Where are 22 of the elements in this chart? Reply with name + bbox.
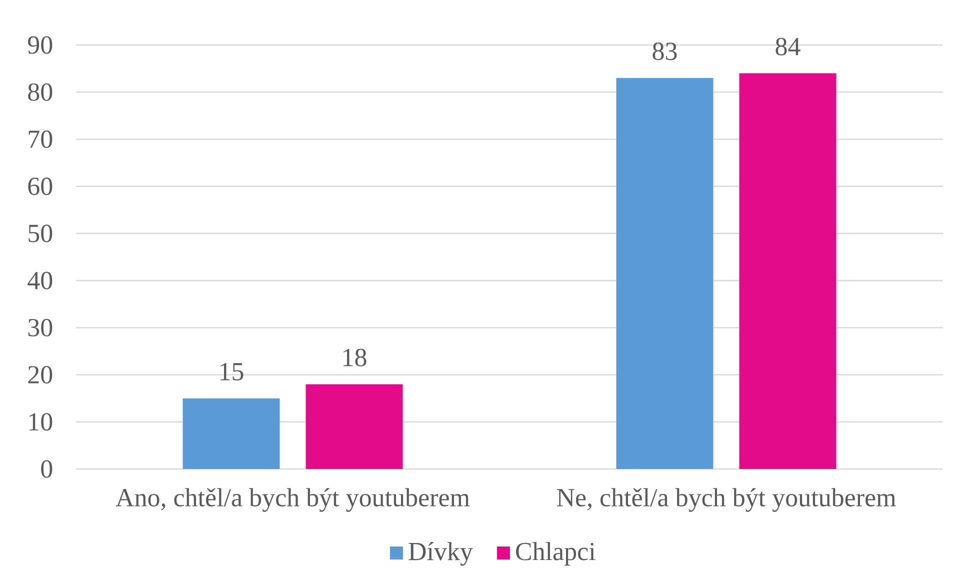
y-tick-label: 80 — [28, 83, 52, 101]
y-tick-label: 90 — [28, 36, 52, 54]
bar — [616, 78, 714, 469]
y-tick-label: 70 — [28, 130, 52, 148]
data-label: 84 — [776, 38, 800, 56]
legend-label: Chlapci — [516, 542, 596, 566]
data-label: 83 — [652, 42, 677, 60]
y-tick-label: 50 — [28, 224, 52, 242]
y-tick-label: 60 — [28, 178, 52, 196]
legend-label: Dívky — [408, 542, 473, 566]
y-tick-label: 40 — [28, 272, 52, 290]
x-tick-label: Ano, chtěl/a bych být youtuberem — [116, 488, 470, 512]
y-tick-label: 0 — [41, 460, 52, 478]
x-tick-label: Ne, chtěl/a bych být youtuberem — [556, 488, 896, 512]
y-tick-label: 10 — [29, 413, 52, 431]
data-label: 15 — [220, 363, 244, 380]
data-label: 18 — [344, 348, 366, 366]
y-tick-label: 30 — [28, 318, 52, 336]
bar — [182, 398, 280, 469]
bar — [739, 73, 836, 469]
bar — [306, 384, 403, 469]
y-tick-label: 20 — [28, 366, 52, 384]
